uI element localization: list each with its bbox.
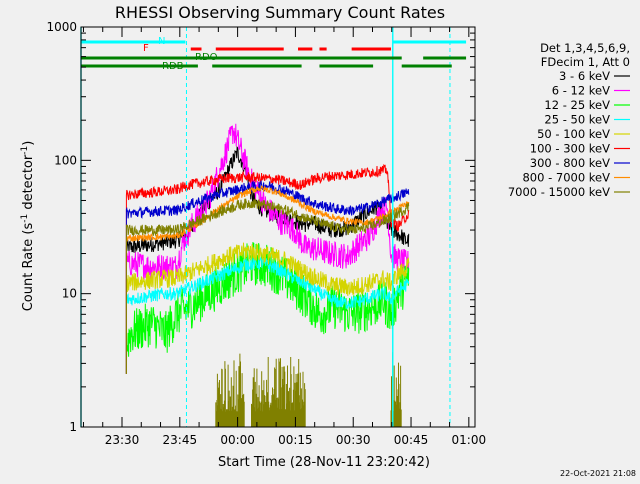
y-axis-label-part1: Count Rate (s [21, 223, 36, 312]
series-group [125, 123, 410, 427]
series-line-5 [125, 163, 410, 374]
x-tick-label-1: 23:45 [163, 433, 198, 447]
flag-rdo-label: RDO [195, 52, 218, 63]
x-tick-label-6: 01:00 [452, 433, 487, 447]
series-3 [125, 256, 410, 374]
x-tick-label-4: 00:30 [336, 433, 371, 447]
series-6 [125, 180, 410, 374]
y-tick-label-0: 1 [69, 420, 77, 434]
series-5 [125, 163, 410, 374]
x-axis-label: Start Time (28-Nov-11 23:20:42) [218, 455, 430, 470]
noise-segment-1 [251, 357, 306, 427]
date-stamp: 22-Oct-2021 21:08 [560, 469, 636, 478]
y-tick-label-3: 1000 [46, 20, 77, 34]
y-axis-label-sup2: -1 [20, 146, 30, 155]
series-7 [125, 185, 410, 374]
flag-night-label: N [158, 36, 165, 47]
series-line-8 [125, 198, 410, 374]
y-axis-label-part2: detector [21, 154, 36, 214]
series-line-3 [125, 256, 410, 374]
noise-band [215, 352, 402, 427]
flag-bars: NF RDO RDB [81, 36, 467, 72]
legend-label-0: 3 - 6 keV [559, 69, 610, 83]
y-tick-label-2: 100 [54, 153, 77, 167]
y-axis-label-part3: ) [21, 141, 36, 146]
legend-header-line1: Det 1,3,4,5,6,9, [540, 41, 630, 55]
x-tick-label-5: 00:45 [394, 433, 429, 447]
legend-label-6: 300 - 800 keV [530, 156, 610, 170]
plot-frame [80, 26, 476, 428]
y-axis-label-sup1: -1 [20, 214, 30, 223]
x-tick-label-3: 00:15 [278, 433, 313, 447]
x-tick-label-2: 00:00 [220, 433, 255, 447]
series-line-4 [125, 242, 410, 374]
chart-title: RHESSI Observing Summary Count Rates [115, 3, 445, 22]
axes-group: 1 10 100 1000 23:30 23:45 00:00 00:15 00:30 00:45… [46, 20, 486, 447]
series-line-6 [125, 180, 410, 374]
y-tick-label-1: 10 [62, 287, 77, 301]
legend-label-2: 12 - 25 keV [544, 98, 610, 112]
legend-label-4: 50 - 100 keV [537, 127, 610, 141]
legend-label-1: 6 - 12 keV [552, 84, 610, 98]
x-tick-label-0: 23:30 [105, 433, 140, 447]
legend-label-5: 100 - 300 keV [530, 142, 610, 156]
flag-flare-label: F [143, 43, 149, 54]
legend-header-line2: FDecim 1, Att 0 [541, 55, 630, 69]
noise-segment-0 [215, 353, 245, 427]
series-4 [125, 242, 410, 374]
legend: Det 1,3,4,5,6,9, FDecim 1, Att 0 3 - 6 k… [508, 41, 630, 199]
legend-label-8: 7000 - 15000 keV [508, 185, 610, 199]
series-line-7 [125, 185, 410, 374]
y-axis-label: Count Rate (s-1 detector-1) [20, 141, 36, 312]
legend-label-7: 800 - 7000 keV [522, 171, 610, 185]
flag-rdb-label: RDB [162, 61, 184, 72]
series-8 [125, 198, 410, 374]
legend-label-3: 25 - 50 keV [544, 113, 610, 127]
